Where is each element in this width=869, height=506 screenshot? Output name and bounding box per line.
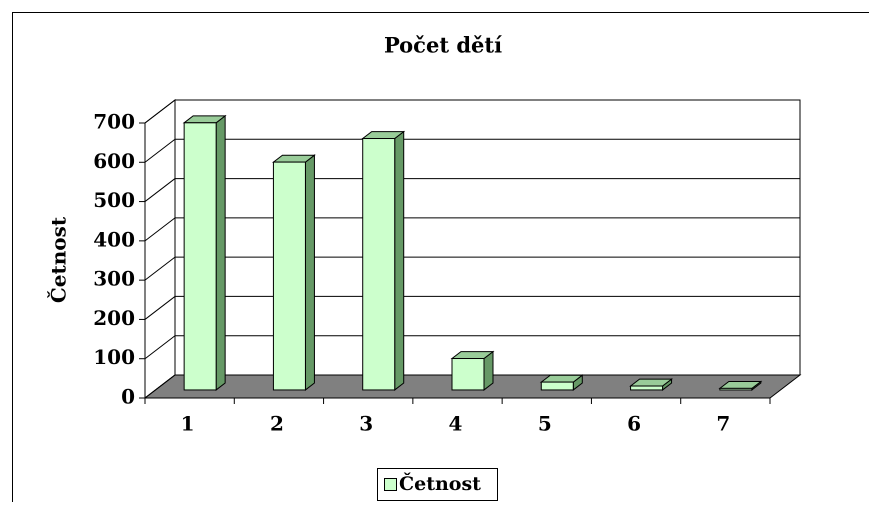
x-tick-label: 2	[270, 412, 284, 436]
x-tick-label: 3	[359, 412, 373, 436]
y-axis-label: Četnost	[46, 216, 71, 303]
bar	[452, 352, 493, 390]
bar-side	[305, 155, 314, 390]
left-wall	[145, 100, 175, 398]
legend-label: Četnost	[399, 472, 481, 495]
x-tick-label: 4	[449, 412, 463, 436]
bar-side	[216, 116, 225, 390]
y-tick-label: 100	[93, 345, 135, 369]
chart-title: Počet dětí	[384, 33, 502, 58]
bar-front	[541, 382, 573, 390]
y-tick-label: 0	[121, 385, 135, 409]
x-tick-label: 1	[181, 412, 195, 436]
bar-front	[363, 139, 395, 390]
bar-front	[273, 162, 305, 390]
x-tick-label: 6	[627, 412, 641, 436]
bar	[184, 116, 225, 390]
back-wall	[175, 100, 800, 375]
bar-front	[720, 388, 752, 390]
bar	[541, 375, 582, 390]
y-tick-label: 400	[93, 227, 135, 251]
bar-front	[452, 359, 484, 390]
bar	[631, 379, 672, 390]
bar-front	[631, 386, 663, 390]
y-tick-label: 700	[93, 110, 135, 134]
bar	[363, 132, 404, 390]
y-tick-label: 600	[93, 149, 135, 173]
bar-front	[184, 123, 216, 390]
x-tick-label: 5	[538, 412, 552, 436]
y-tick-label: 500	[93, 188, 135, 212]
legend-swatch	[385, 479, 397, 491]
y-tick-label: 300	[93, 267, 135, 291]
plot-area: 0 100 200 300 400 500 600 700 1 2 3 4 5 6 7	[93, 100, 800, 436]
y-tick-label: 200	[93, 306, 135, 330]
bar-side	[395, 132, 404, 390]
legend-items: Četnost	[385, 472, 482, 495]
bar	[273, 155, 314, 390]
x-tick-label: 7	[716, 412, 730, 436]
